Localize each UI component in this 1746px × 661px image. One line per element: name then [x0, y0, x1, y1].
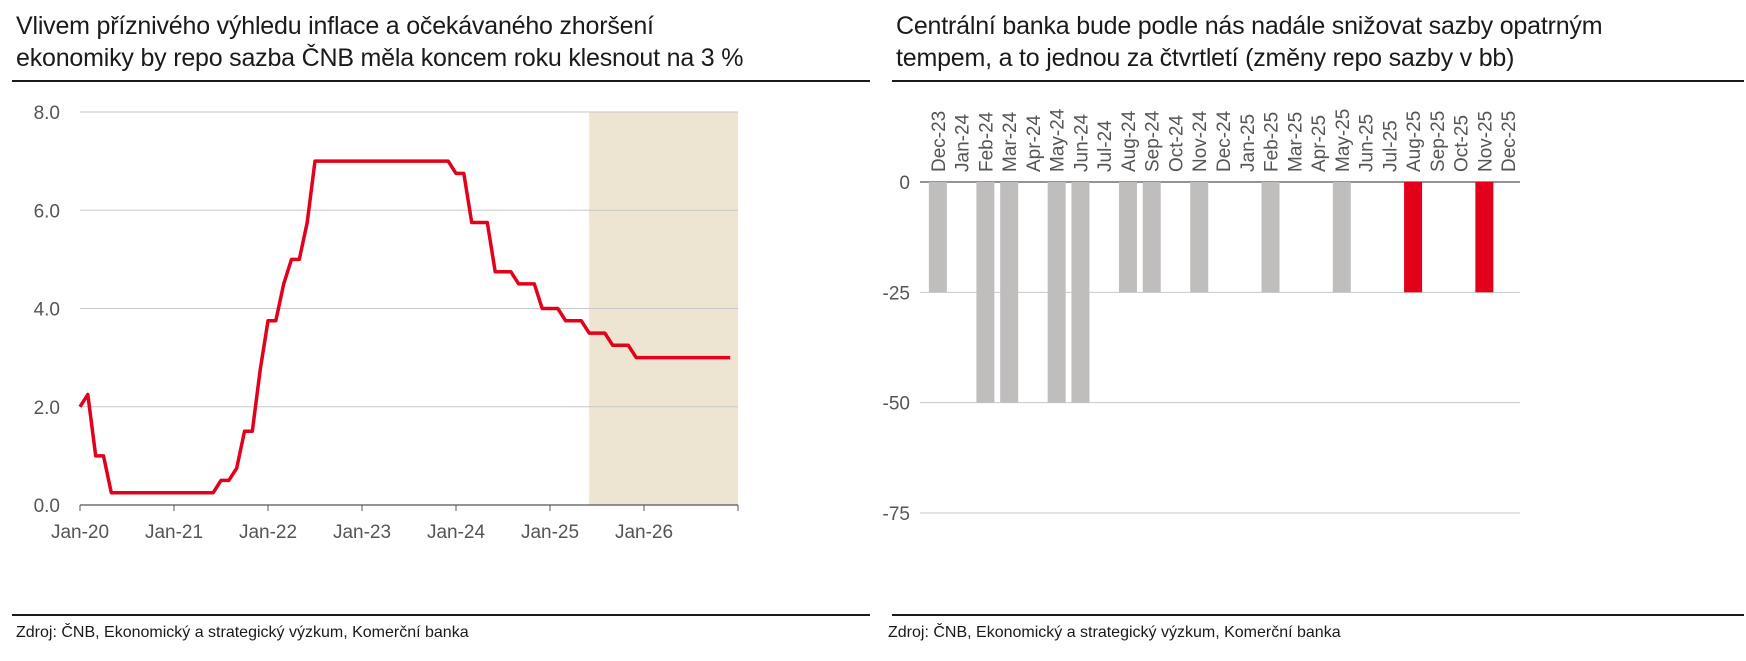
x-tick-label: Jan-24	[427, 522, 486, 543]
y-tick-label: 4.0	[34, 300, 60, 321]
rate-change-bar	[1142, 182, 1161, 293]
left-source-note: Zdroj: ČNB, Ekonomický a strategický výz…	[16, 624, 469, 641]
rate-change-bar	[1190, 182, 1209, 293]
y-tick-label: 0.0	[34, 496, 60, 517]
x-category-label: Nov-25	[1475, 111, 1496, 172]
rate-change-bar	[1261, 182, 1280, 293]
rate-change-bar	[1071, 182, 1090, 403]
y-tick-label: 2.0	[34, 398, 60, 419]
x-category-label: Oct-25	[1452, 115, 1473, 172]
left-title-line-2: ekonomiky by repo sazba ČNB měla koncem …	[16, 44, 744, 72]
right-source-note: Zdroj: ČNB, Ekonomický a strategický výz…	[888, 624, 1341, 641]
x-category-label: Mar-25	[1285, 112, 1306, 172]
x-category-label: Dec-23	[929, 111, 950, 172]
rate-change-bar	[1475, 182, 1494, 293]
x-category-label: Nov-24	[1190, 110, 1211, 172]
x-category-label: Oct-24	[1167, 115, 1188, 172]
repo-rate-line-chart: 0.0 2.0 4.0 6.0 8.0 Jan-20 Jan-21 Jan-22 Jan-23 J…	[34, 103, 739, 543]
x-category-label: Apr-24	[1024, 115, 1045, 172]
y-tick-label: -25	[883, 283, 910, 304]
left-source-rule	[12, 614, 870, 616]
y-tick-label: -50	[883, 394, 910, 415]
x-category-label: Jul-25	[1380, 120, 1401, 172]
rate-change-bar	[1118, 182, 1137, 293]
right-source-rule	[892, 614, 1744, 616]
x-tick-label: Jan-22	[239, 522, 297, 543]
right-title-line-2: tempem, a to jednou za čtvrtletí (změny …	[896, 44, 1515, 72]
rate-change-bar	[928, 182, 947, 293]
x-category-label: Aug-25	[1404, 111, 1425, 172]
right-chart-title: Centrální banka bude podle nás nadále sn…	[896, 10, 1603, 74]
x-category-label: Jan-24	[953, 113, 974, 172]
left-title-line-1: Vlivem příznivého výhledu inflace a oček…	[16, 12, 654, 40]
right-title-rule	[892, 80, 1744, 82]
x-tick-label: Jan-25	[521, 522, 579, 543]
x-category-label: Sep-25	[1428, 111, 1449, 172]
rate-change-bar	[976, 182, 995, 403]
rate-change-bar	[1332, 182, 1351, 293]
x-tick-label: Jan-20	[51, 522, 109, 543]
x-category-label: Sep-24	[1143, 110, 1164, 172]
x-category-label: Jul-24	[1095, 120, 1116, 172]
left-chart-panel: Vlivem příznivého výhledu inflace a oček…	[0, 0, 870, 661]
x-category-label: May-24	[1048, 108, 1069, 172]
rate-change-bar	[1404, 182, 1423, 293]
rate-change-bar-chart: 0 -25 -50 -75 Dec-23 Jan-24 Feb-24 Mar-24 Apr-24…	[883, 108, 1521, 525]
x-category-label: Apr-25	[1309, 115, 1330, 172]
right-title-line-1: Centrální banka bude podle nás nadále sn…	[896, 12, 1603, 40]
y-tick-label: 8.0	[34, 103, 60, 124]
x-category-label: Jun-24	[1071, 113, 1092, 172]
y-tick-label: -75	[883, 504, 910, 525]
left-title-rule	[12, 80, 870, 82]
x-tick-label: Jan-26	[615, 522, 673, 543]
rate-change-bar	[1000, 182, 1019, 403]
right-chart-panel: Centrální banka bude podle nás nadále sn…	[880, 0, 1746, 661]
x-category-label: Dec-24	[1214, 110, 1235, 172]
y-tick-label: 6.0	[34, 201, 60, 222]
x-tick-label: Jan-23	[333, 522, 391, 543]
x-category-label: Mar-24	[1000, 111, 1021, 172]
x-tick-label: Jan-21	[145, 522, 203, 543]
rate-change-bar	[1047, 182, 1066, 403]
x-category-label: Jun-25	[1357, 114, 1378, 172]
repo-rate-series-line	[78, 159, 731, 495]
x-category-label: Feb-24	[976, 111, 997, 172]
left-chart-title: Vlivem příznivého výhledu inflace a oček…	[16, 10, 743, 74]
x-category-label: Dec-25	[1499, 111, 1520, 172]
x-category-label: Jan-25	[1238, 114, 1259, 172]
x-category-label: Aug-24	[1119, 110, 1140, 172]
x-category-label: May-25	[1333, 109, 1354, 172]
x-category-label: Feb-25	[1262, 112, 1283, 172]
y-tick-label: 0	[899, 173, 910, 194]
